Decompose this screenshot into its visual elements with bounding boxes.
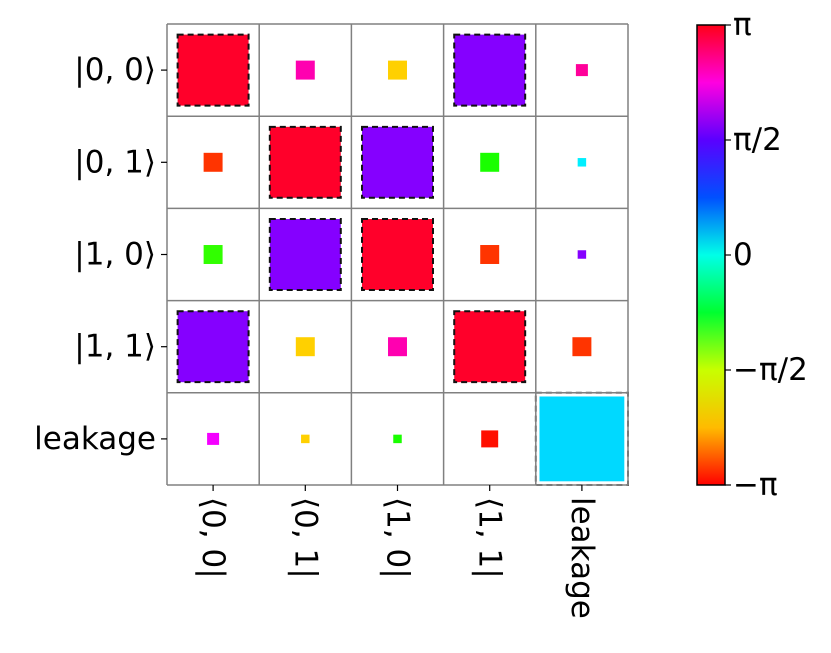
colorbar-ticks: π π/2 0 −π/2 −π — [725, 7, 808, 503]
column-labels: ⟨0, 0| ⟨0, 1| ⟨1, 0| ⟨1, 1| leakage — [195, 485, 600, 619]
ideal-outline — [176, 33, 250, 107]
ideal-outline — [176, 310, 250, 384]
cell-square — [577, 250, 587, 259]
colorbar-tick-label: −π/2 — [733, 352, 808, 388]
column-label: ⟨1, 0| — [380, 497, 416, 579]
cell-square — [203, 152, 223, 172]
column-label: leakage — [564, 497, 600, 619]
colorbar-tick-label: 0 — [733, 237, 753, 273]
colorbar-gradient — [696, 24, 726, 486]
row-label: |0, 0⟩ — [74, 52, 156, 88]
cell-square — [295, 60, 315, 80]
cell-square — [362, 219, 433, 290]
cell-square — [295, 337, 315, 357]
column-label: ⟨0, 1| — [287, 497, 323, 579]
colorbar — [696, 24, 726, 486]
ideal-outline — [361, 125, 434, 199]
cell-square — [480, 152, 500, 172]
row-label: |1, 1⟩ — [74, 329, 156, 365]
cell-square — [480, 245, 500, 264]
colorbar-tick-label: −π — [733, 467, 778, 503]
cell-square — [454, 311, 526, 383]
cell-square — [301, 434, 310, 444]
hinton-cells — [176, 33, 629, 486]
cell-square — [539, 396, 625, 482]
column-label: ⟨1, 1| — [472, 497, 508, 579]
cell-square — [269, 126, 341, 198]
cell-square — [388, 337, 407, 357]
colorbar-tick-label: π/2 — [733, 122, 782, 158]
cell-square — [207, 432, 220, 445]
cell-square — [177, 311, 249, 383]
cell-square — [577, 158, 587, 167]
row-label: leakage — [34, 421, 156, 457]
column-label: ⟨0, 0| — [195, 497, 231, 579]
ideal-outline — [268, 125, 342, 199]
ideal-outline — [453, 310, 527, 384]
cell-square — [203, 245, 223, 264]
ideal-outline — [361, 218, 434, 291]
cell-square — [177, 34, 249, 106]
cell-square — [454, 34, 526, 106]
hinton-grid — [166, 23, 629, 486]
cell-square — [572, 337, 592, 357]
colorbar-tick-label: π — [733, 7, 752, 43]
row-label: |0, 1⟩ — [74, 144, 156, 180]
cell-square — [481, 430, 499, 448]
ideal-outline — [453, 33, 527, 107]
cell-square — [388, 60, 407, 80]
cell-square — [393, 434, 402, 444]
cell-square — [269, 219, 341, 290]
row-label: |1, 0⟩ — [74, 237, 156, 273]
ideal-outline — [268, 218, 342, 291]
cell-square — [575, 64, 588, 77]
row-labels: |0, 0⟩ |0, 1⟩ |1, 0⟩ |1, 1⟩ leakage — [34, 52, 167, 457]
cell-square — [362, 126, 433, 198]
